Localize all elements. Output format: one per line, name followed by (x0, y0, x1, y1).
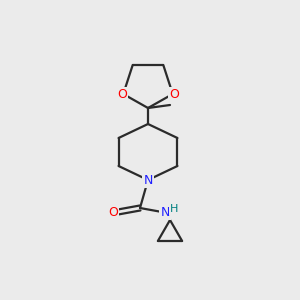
Text: O: O (169, 88, 179, 100)
Text: O: O (117, 88, 127, 100)
Text: N: N (143, 173, 153, 187)
Text: O: O (108, 206, 118, 218)
Text: H: H (170, 204, 178, 214)
Text: N: N (160, 206, 170, 218)
